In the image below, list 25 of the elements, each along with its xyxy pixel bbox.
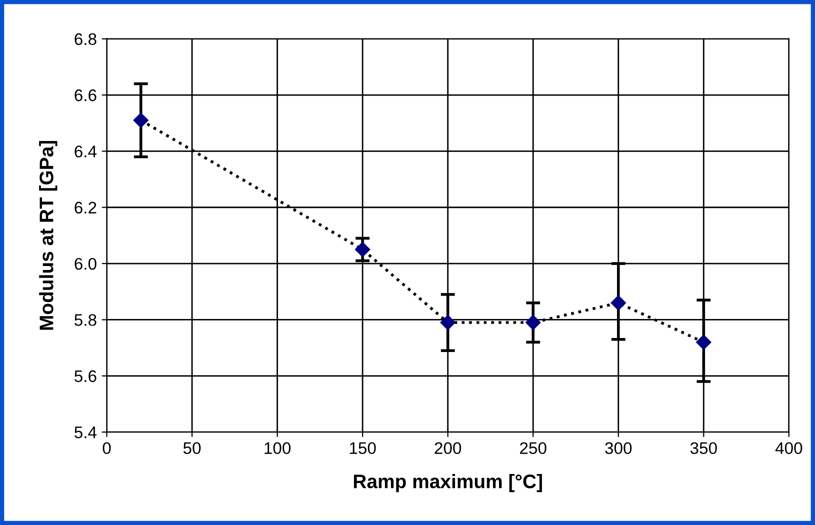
x-tick-label: 400 xyxy=(775,442,802,454)
y-tick-label: 5.8 xyxy=(74,314,96,326)
y-tick-label: 6.6 xyxy=(74,89,96,102)
y-tick-label: 6.8 xyxy=(74,33,96,46)
y-tick-label: 5.4 xyxy=(74,426,97,438)
x-tick-label: 200 xyxy=(434,442,462,454)
point xyxy=(526,314,541,330)
x-tick-label: 50 xyxy=(183,442,201,454)
point xyxy=(355,242,370,258)
point xyxy=(440,314,456,330)
y-tick-label: 6.2 xyxy=(74,202,96,214)
y-tick-label: 6.4 xyxy=(74,146,97,158)
point xyxy=(696,334,712,350)
x-axis-title: Ramp maximum [°C] xyxy=(354,474,542,492)
x-tick-label: 0 xyxy=(102,442,111,454)
x-tick-label: 150 xyxy=(350,442,376,454)
x-tick-label: 300 xyxy=(605,442,632,454)
y-tick-label: 6.0 xyxy=(74,258,96,270)
point xyxy=(610,295,626,310)
x-tick-label: 350 xyxy=(690,442,717,454)
x-tick-label: 100 xyxy=(264,442,291,454)
y-axis-title: Modulus at RT [GPa] xyxy=(39,140,58,330)
point xyxy=(133,112,148,128)
y-tick-label: 5.6 xyxy=(74,370,96,382)
x-tick-label: 250 xyxy=(520,442,546,454)
